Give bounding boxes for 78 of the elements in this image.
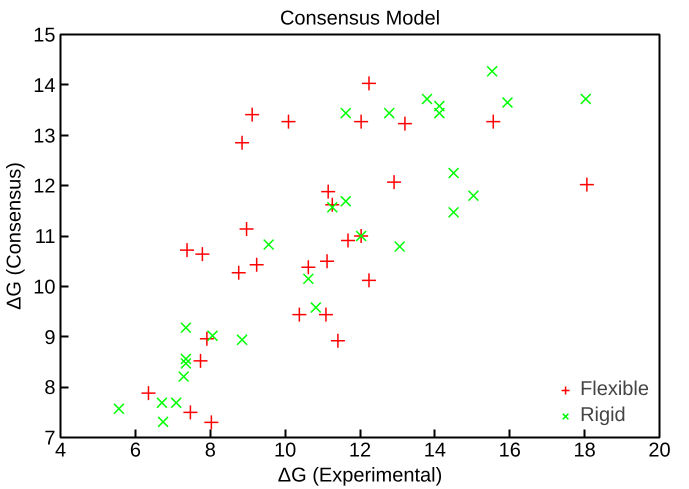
point [180, 353, 192, 365]
point [302, 273, 314, 285]
x-tick-label: 8 [204, 440, 216, 462]
point [434, 100, 446, 112]
x-tick-label: 12 [348, 440, 372, 462]
point [194, 246, 210, 262]
point [448, 206, 460, 218]
x-axis-title: ΔG (Experimental) [278, 464, 442, 486]
point [318, 306, 334, 322]
y-tick-label: 7 [44, 428, 56, 450]
point [244, 106, 260, 122]
point [182, 404, 198, 420]
point [300, 259, 316, 275]
point [326, 202, 338, 213]
legend-label: Rigid [580, 404, 626, 427]
point [448, 167, 460, 179]
x-tick-label: 6 [130, 440, 141, 462]
point [113, 403, 125, 414]
point [230, 265, 246, 281]
point [180, 322, 192, 334]
point [580, 93, 592, 105]
y-tick-label: 11 [34, 226, 56, 248]
y-axis-title: ΔG (Consensus) [3, 162, 26, 310]
point [320, 184, 336, 200]
point [486, 114, 502, 130]
point [361, 272, 377, 288]
point [319, 253, 335, 269]
point [170, 397, 182, 408]
point [324, 197, 340, 213]
x-tick-label: 10 [274, 440, 296, 462]
x-tick-label: 16 [498, 440, 521, 462]
point [502, 96, 514, 108]
point [199, 331, 215, 347]
point [361, 76, 377, 92]
point [204, 414, 220, 430]
point [310, 302, 322, 314]
point [340, 107, 352, 119]
point [468, 190, 480, 202]
point [434, 107, 446, 119]
point [386, 174, 402, 190]
point [330, 333, 346, 349]
point [262, 238, 274, 250]
point [579, 176, 595, 192]
point [156, 397, 168, 408]
y-tick-label: 12 [33, 176, 56, 198]
x-tick-label: 18 [574, 440, 596, 462]
legend-label: Flexible [580, 378, 649, 401]
chart-title: Consensus Model [280, 8, 440, 30]
point [248, 256, 264, 272]
x-tick-label: 4 [54, 440, 66, 462]
y-tick-label: 15 [33, 24, 56, 46]
point [397, 116, 413, 132]
point [384, 107, 395, 119]
point [340, 196, 352, 207]
y-tick-label: 14 [33, 74, 56, 97]
point [340, 232, 356, 248]
point [179, 242, 195, 258]
x-tick-label: 14 [424, 440, 446, 462]
point [206, 330, 218, 342]
point [421, 93, 433, 105]
y-tick-label: 9 [44, 326, 56, 349]
point [486, 66, 498, 77]
y-tick-label: 8 [44, 377, 56, 400]
point [292, 306, 308, 322]
point [238, 221, 254, 237]
y-tick-label: 13 [33, 125, 56, 148]
point [180, 358, 192, 370]
x-tick-label: 20 [648, 440, 671, 462]
point [157, 416, 169, 428]
point [394, 240, 406, 252]
point [353, 114, 369, 130]
point [280, 114, 296, 130]
point [140, 385, 156, 401]
point [192, 353, 208, 369]
point [234, 135, 250, 151]
y-tick-label: 10 [33, 276, 56, 298]
point [178, 370, 190, 382]
point [236, 334, 248, 346]
